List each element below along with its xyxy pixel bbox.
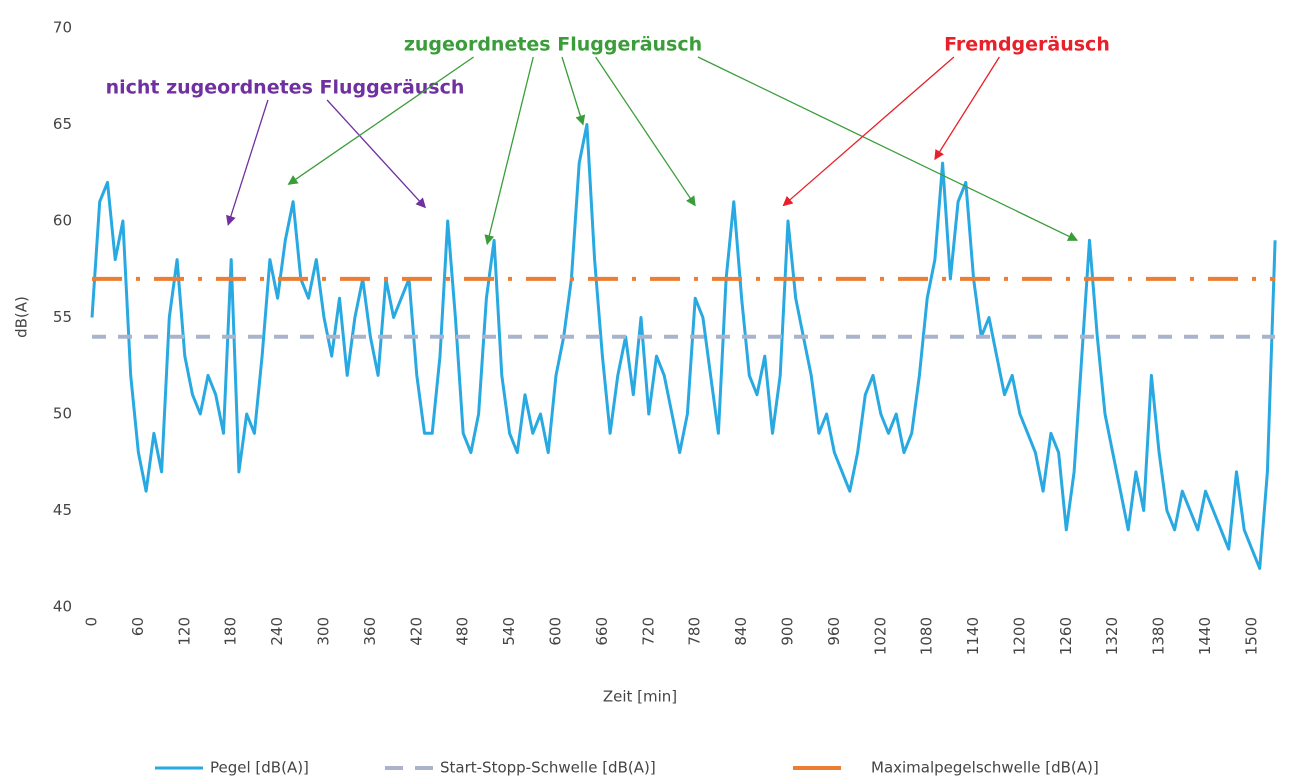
- legend-label: Maximalpegelschwelle [dB(A)]: [871, 759, 1099, 777]
- y-tick-label: 55: [53, 308, 72, 326]
- x-tick-label: 1440: [1196, 617, 1214, 655]
- legend-label: Pegel [dB(A)]: [210, 759, 309, 777]
- x-tick-label: 1380: [1150, 617, 1168, 655]
- x-tick-label: 1500: [1242, 617, 1260, 655]
- annotation-arrow: [934, 56, 1000, 161]
- x-tick-label: 720: [639, 617, 657, 646]
- y-tick-label: 40: [53, 598, 72, 616]
- x-tick-label: 1200: [1010, 617, 1028, 655]
- y-axis-label: dB(A): [13, 296, 31, 338]
- legend-label: Start-Stopp-Schwelle [dB(A)]: [440, 759, 656, 777]
- annotation-arrow: [226, 99, 269, 226]
- x-tick-label: 1080: [918, 617, 936, 655]
- annotation-arrow: [697, 56, 1079, 241]
- x-tick-label: 480: [454, 617, 472, 646]
- x-axis-label: Zeit [min]: [603, 688, 677, 706]
- annotation-text: nicht zugeordnetes Fluggeräusch: [106, 77, 465, 99]
- x-tick-label: 840: [732, 617, 750, 646]
- x-tick-label: 300: [314, 617, 332, 646]
- annotation-arrow: [595, 56, 696, 207]
- x-tick-label: 180: [222, 617, 240, 646]
- annotation-text: Fremdgeräusch: [944, 34, 1110, 56]
- x-tick-label: 1320: [1103, 617, 1121, 655]
- annotation-arrow: [484, 56, 534, 246]
- series-line: [90, 123, 1277, 570]
- annotation-text: zugeordnetes Fluggeräusch: [404, 34, 702, 56]
- x-tick-label: 120: [175, 617, 193, 646]
- y-tick-label: 65: [53, 115, 72, 133]
- x-tick-label: 240: [268, 617, 286, 646]
- x-tick-label: 660: [593, 617, 611, 646]
- x-tick-label: 60: [129, 617, 147, 636]
- y-tick-label: 45: [53, 501, 72, 519]
- x-tick-label: 540: [500, 617, 518, 646]
- annotation-arrow: [326, 99, 426, 209]
- annotation-arrow: [561, 56, 586, 126]
- x-tick-label: 420: [407, 617, 425, 646]
- x-tick-label: 1260: [1057, 617, 1075, 655]
- x-tick-label: 1020: [871, 617, 889, 655]
- annotation-arrow: [782, 56, 955, 207]
- x-tick-label: 960: [825, 617, 843, 646]
- x-tick-label: 360: [361, 617, 379, 646]
- x-tick-label: 900: [778, 617, 796, 646]
- x-tick-label: 780: [686, 617, 704, 646]
- x-tick-label: 600: [546, 617, 564, 646]
- x-tick-label: 1140: [964, 617, 982, 655]
- y-tick-label: 50: [53, 405, 72, 423]
- y-tick-label: 60: [53, 212, 72, 230]
- x-tick-label: 0: [83, 617, 101, 627]
- annotation-arrow: [287, 56, 474, 185]
- y-tick-label: 70: [53, 19, 72, 37]
